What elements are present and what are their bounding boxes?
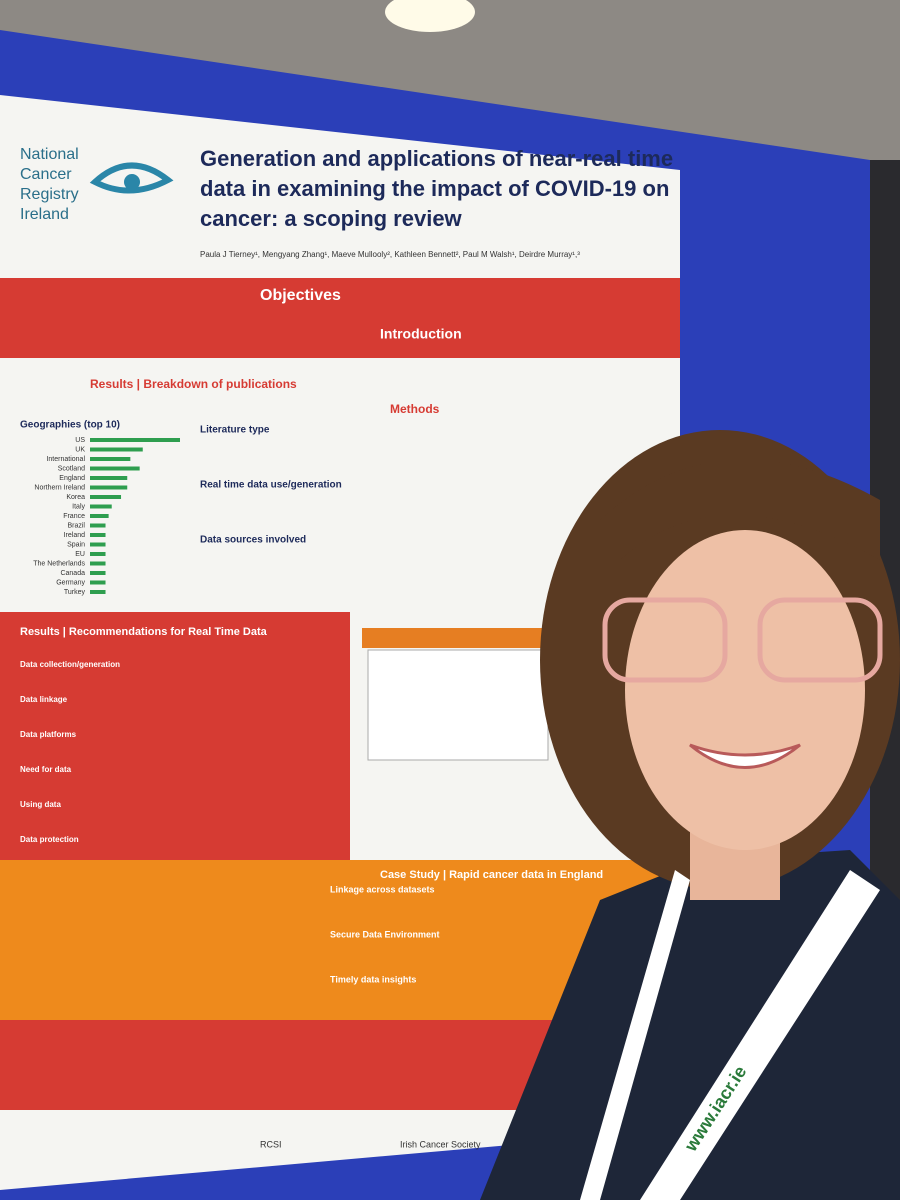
- bar: [90, 466, 140, 471]
- bar: [90, 447, 143, 452]
- bar: [90, 457, 131, 461]
- chart-title: Geographies (top 10): [20, 420, 120, 431]
- category-label: Northern Ireland: [34, 484, 85, 491]
- person: [480, 430, 900, 1200]
- bar: [90, 552, 106, 556]
- category-label: UK: [75, 446, 85, 453]
- section-title: Case Study | Rapid cancer data in Englan…: [380, 869, 603, 881]
- bar: [90, 561, 106, 566]
- category-label: EU: [75, 551, 85, 558]
- poster-title: Generation and applications of near-real…: [200, 146, 673, 171]
- bar: [90, 580, 106, 585]
- category-label: Italy: [72, 503, 85, 510]
- category-label: US: [75, 437, 85, 444]
- case-point: Timely data insights: [330, 974, 416, 984]
- case-point: Linkage across datasets: [330, 884, 435, 894]
- logo-text: National: [20, 146, 79, 163]
- glasses-left: [602, 597, 728, 683]
- category-label: Scotland: [58, 465, 85, 472]
- category-label: Spain: [67, 541, 85, 548]
- category-label: Canada: [60, 570, 85, 577]
- section-title: Methods: [390, 402, 440, 416]
- sponsor: RCSI: [260, 1139, 282, 1149]
- logo-eye: [124, 174, 140, 190]
- fringe: [600, 459, 880, 560]
- case-point: Secure Data Environment: [330, 929, 440, 939]
- logo-text: Registry: [20, 186, 79, 203]
- logo-text: Cancer: [20, 166, 72, 183]
- flow-diagram: [367, 649, 549, 761]
- poster-title: cancer: a scoping review: [200, 206, 463, 231]
- introduction-band: [355, 318, 680, 358]
- subheading: Real time data use/generation: [200, 480, 342, 491]
- category-label: Korea: [66, 494, 85, 501]
- bar: [90, 590, 106, 594]
- category-label: France: [63, 513, 85, 520]
- smile: [689, 743, 801, 769]
- face: [625, 530, 865, 850]
- sponsor: Irish Cancer Society: [400, 1139, 481, 1149]
- category-label: England: [59, 475, 85, 482]
- ceiling-light: [385, 0, 475, 32]
- lanyard-left: [580, 870, 690, 1200]
- recommendation: Need for data: [20, 765, 72, 774]
- subheading: Data sources involved: [200, 535, 306, 546]
- recommendation: Data platforms: [20, 730, 77, 739]
- section-title: Results | Breakdown of publications: [90, 377, 297, 391]
- recommendation: Data linkage: [20, 695, 68, 704]
- section-title: Results | Recommendations for Real Time …: [20, 626, 268, 638]
- bar: [90, 533, 106, 537]
- bar: [90, 523, 106, 528]
- bar: [90, 571, 106, 575]
- recommendations-panel: [0, 612, 350, 867]
- case-study-panel: [0, 860, 660, 1025]
- category-label: The Netherlands: [33, 560, 85, 567]
- category-label: Turkey: [64, 589, 86, 596]
- section-title: Introduction: [380, 326, 462, 342]
- bar: [90, 504, 112, 509]
- subheading: Literature type: [200, 425, 270, 436]
- lanyard-right: [640, 870, 880, 1200]
- recommendation: Using data: [20, 800, 61, 809]
- recommendation: Data collection/generation: [20, 660, 120, 669]
- category-label: Ireland: [64, 532, 86, 539]
- logo-icon: [89, 162, 174, 194]
- poster-title: data in examining the impact of COVID-19…: [200, 176, 669, 201]
- glasses-right: [757, 597, 883, 683]
- category-label: Brazil: [67, 522, 85, 529]
- bar: [90, 495, 122, 499]
- bar: [90, 476, 128, 480]
- recommendation: Data protection: [20, 835, 79, 844]
- bottom-panel: [0, 1020, 560, 1110]
- authors: Paula J Tierney¹, Mengyang Zhang¹, Maeve…: [200, 250, 580, 259]
- section-title: Objectives: [260, 287, 341, 304]
- bar: [90, 438, 180, 442]
- bar: [90, 514, 109, 518]
- logo-text: Ireland: [20, 206, 69, 223]
- bar: [90, 485, 128, 490]
- bar: [90, 542, 106, 547]
- category-label: International: [46, 456, 85, 463]
- shirt: [480, 850, 900, 1200]
- category-label: Germany: [56, 579, 85, 586]
